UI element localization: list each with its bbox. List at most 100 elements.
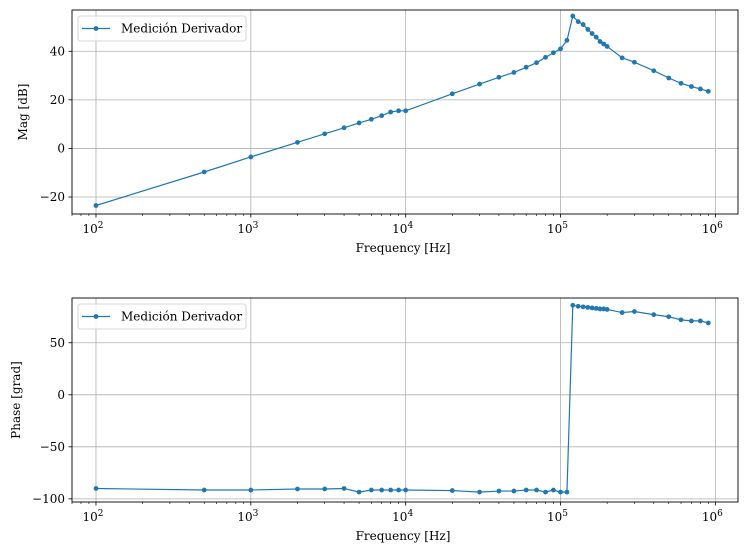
mag-series-line	[95, 14, 709, 207]
phase-data-point	[477, 489, 482, 495]
mag-data-point	[388, 109, 394, 115]
phase-data-point	[688, 318, 694, 324]
mag-data-point	[396, 108, 401, 114]
phase-y-axis-label: Phase [grad]	[9, 361, 23, 439]
phase-x-tick-label: 106	[702, 509, 723, 524]
phase-data-point	[632, 309, 637, 314]
mag-data-point	[477, 81, 482, 87]
mag-y-axis-label: Mag [dB]	[16, 84, 30, 141]
phase-plot: 102 103 104 105 106 −100 −50 0 50 Frequency [Hz] P…	[9, 297, 739, 543]
phase-y-tick-label: −100	[32, 492, 65, 506]
mag-data-point	[551, 50, 556, 56]
mag-data-point	[593, 34, 599, 40]
phase-data-point	[496, 488, 502, 494]
mag-x-tick-label: 105	[547, 221, 568, 236]
phase-data-point	[597, 306, 603, 312]
mag-data-point	[322, 131, 328, 137]
mag-x-tick-label: 104	[392, 221, 413, 236]
phase-data-point	[589, 305, 595, 311]
mag-x-tick-label: 106	[702, 221, 723, 236]
phase-x-tick-label: 104	[392, 509, 413, 524]
mag-data-point	[511, 70, 517, 75]
phase-legend: Medición Derivador	[77, 303, 247, 330]
mag-data-point	[403, 108, 409, 114]
mag-legend: Medición Derivador	[77, 15, 247, 42]
mag-data-point	[558, 46, 563, 52]
phase-data-point	[575, 303, 581, 309]
phase-legend-label: Medición Derivador	[121, 310, 242, 324]
phase-data-point	[534, 487, 539, 493]
phase-x-tick-label: 103	[237, 509, 258, 524]
mag-data-point	[523, 64, 529, 70]
mag-data-point	[619, 55, 625, 61]
phase-data-point	[403, 487, 409, 493]
mag-legend-marker	[93, 26, 99, 31]
mag-y-tick-label: −20	[40, 190, 65, 204]
mag-data-point	[688, 84, 694, 89]
phase-y-tick-label: −50	[40, 440, 65, 454]
mag-y-tick-label: 20	[50, 93, 65, 107]
phase-data-point	[666, 314, 672, 320]
phase-series-line	[95, 304, 709, 493]
mag-data-point	[93, 203, 99, 208]
mag-legend-box	[77, 15, 247, 42]
phase-data-point	[543, 489, 548, 495]
phase-legend-marker	[93, 314, 99, 319]
mag-data-point	[449, 91, 455, 97]
phase-data-point	[570, 302, 576, 308]
mag-data-point	[570, 13, 576, 19]
mag-data-point	[632, 59, 637, 65]
mag-data-point	[496, 74, 502, 80]
phase-data-point	[604, 307, 610, 312]
mag-data-point	[604, 44, 610, 49]
phase-data-point	[93, 486, 99, 491]
mag-data-point	[678, 80, 684, 86]
mag-data-point	[248, 154, 254, 160]
phase-data-point	[201, 487, 207, 493]
mag-data-point	[543, 54, 548, 60]
mag-y-tick-label: 0	[57, 141, 65, 155]
mag-data-point	[697, 86, 703, 92]
mag-data-point	[534, 60, 539, 66]
phase-data-point	[379, 487, 385, 493]
phase-data-point	[322, 486, 328, 492]
mag-y-tick-label: 40	[50, 44, 65, 58]
mag-data-point	[341, 125, 347, 131]
mag-data-point	[368, 116, 374, 122]
phase-x-tick-label: 105	[547, 509, 568, 524]
mag-data-point	[201, 169, 207, 175]
mag-legend-label: Medición Derivador	[121, 22, 242, 36]
phase-data-point	[368, 487, 374, 493]
mag-data-point	[597, 39, 603, 44]
phase-data-point	[651, 312, 657, 318]
mag-x-tick-label: 103	[237, 221, 258, 236]
phase-y-tick-label: 50	[50, 336, 65, 350]
mag-plot: 102 103 104 105 106 −20 0 20 40 Frequency [Hz] Mag…	[16, 9, 739, 255]
mag-data-point	[666, 75, 672, 81]
mag-data-point	[589, 31, 595, 36]
mag-data-point	[295, 139, 300, 145]
phase-data-point	[295, 486, 300, 492]
mag-data-point	[580, 22, 586, 27]
phase-x-axis-label: Frequency [Hz]	[356, 529, 451, 543]
phase-data-point	[449, 488, 455, 493]
phase-data-point	[551, 487, 556, 493]
phase-data-point	[388, 487, 394, 493]
phase-data-point	[558, 489, 563, 495]
phase-data-point	[593, 306, 599, 311]
mag-data-point	[585, 27, 591, 32]
phase-data-point	[341, 486, 347, 491]
phase-data-point	[585, 304, 591, 310]
mag-data-point	[601, 41, 607, 47]
phase-data-point	[619, 310, 625, 315]
phase-y-tick-label: 0	[57, 388, 65, 402]
phase-data-point	[396, 487, 401, 493]
phase-data-point	[511, 488, 517, 494]
phase-data-point	[580, 304, 586, 310]
phase-data-point	[678, 317, 684, 323]
phase-data-point	[697, 318, 703, 324]
phase-data-point	[248, 487, 254, 493]
mag-data-point	[356, 120, 362, 126]
phase-x-tick-label: 102	[82, 509, 103, 524]
